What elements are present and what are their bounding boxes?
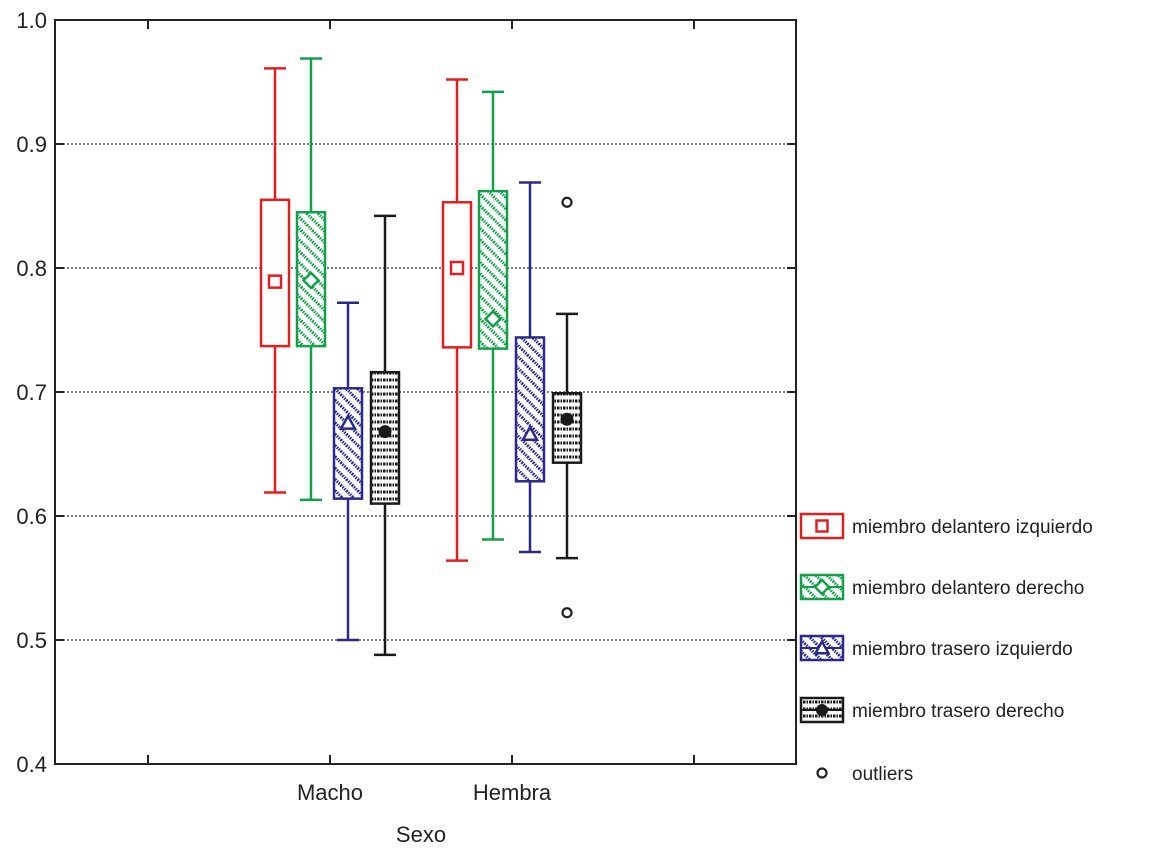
- median-marker: [338, 413, 358, 430]
- box-iqr: [259, 198, 291, 348]
- legend-marker: [815, 519, 829, 533]
- legend-label: miembro trasero derecho: [852, 701, 1064, 722]
- box-1-0: [295, 57, 327, 502]
- y-tick-label: 0.5: [16, 628, 47, 653]
- box-1-1: [477, 90, 509, 541]
- median-marker: [301, 271, 321, 290]
- legend-label: miembro delantero izquierdo: [852, 517, 1093, 538]
- median-marker: [520, 424, 540, 442]
- median-marker: [267, 274, 283, 289]
- y-tick-label: 0.6: [16, 504, 47, 529]
- box-3-0: [369, 214, 401, 657]
- axes: 0.4 0.5 0.6 0.7 0.8 0.9 1.0 Macho Hembra Sexo: [16, 8, 797, 847]
- box-0-0: [259, 67, 291, 494]
- legend-marker: [813, 578, 831, 596]
- legend-outlier-marker: [816, 767, 828, 779]
- x-tick-label: Macho: [297, 780, 363, 805]
- legend-item: miembro trasero izquierdo: [799, 634, 1073, 662]
- y-tick-label: 0.9: [16, 132, 47, 157]
- median-marker: [378, 425, 392, 439]
- legend-marker: [813, 638, 831, 655]
- x-tick-label: Hembra: [473, 780, 552, 805]
- legend: miembro delantero izquierdo miembro delan…: [799, 512, 1093, 785]
- box-iqr: [332, 387, 364, 500]
- legend-marker: [816, 704, 828, 716]
- y-tick-label: 0.7: [16, 380, 47, 405]
- median-marker: [560, 412, 574, 426]
- grid-lines: [55, 143, 796, 641]
- box-iqr: [514, 336, 546, 483]
- legend-item-outliers: outliers: [816, 764, 913, 785]
- y-tick-label: 1.0: [16, 8, 47, 33]
- box-3-1: [551, 196, 583, 619]
- median-marker: [449, 260, 465, 276]
- outlier-point: [561, 196, 573, 208]
- box-2-0: [332, 301, 364, 642]
- legend-item: miembro delantero izquierdo: [799, 512, 1093, 540]
- box-0-1: [441, 78, 473, 562]
- box-2-1: [514, 181, 546, 554]
- legend-label: miembro trasero izquierdo: [852, 639, 1073, 660]
- y-tick-label: 0.4: [16, 752, 47, 777]
- legend-item: miembro delantero derecho: [799, 573, 1084, 601]
- legend-label: miembro delantero derecho: [852, 578, 1084, 599]
- x-axis-label: Sexo: [396, 822, 446, 847]
- box-groups: [259, 57, 583, 657]
- box-iqr: [551, 391, 583, 464]
- median-marker: [483, 309, 503, 329]
- legend-item: miembro trasero derecho: [799, 696, 1064, 724]
- y-tick-label: 0.8: [16, 256, 47, 281]
- legend-label: outliers: [852, 764, 913, 785]
- outlier-point: [561, 607, 573, 619]
